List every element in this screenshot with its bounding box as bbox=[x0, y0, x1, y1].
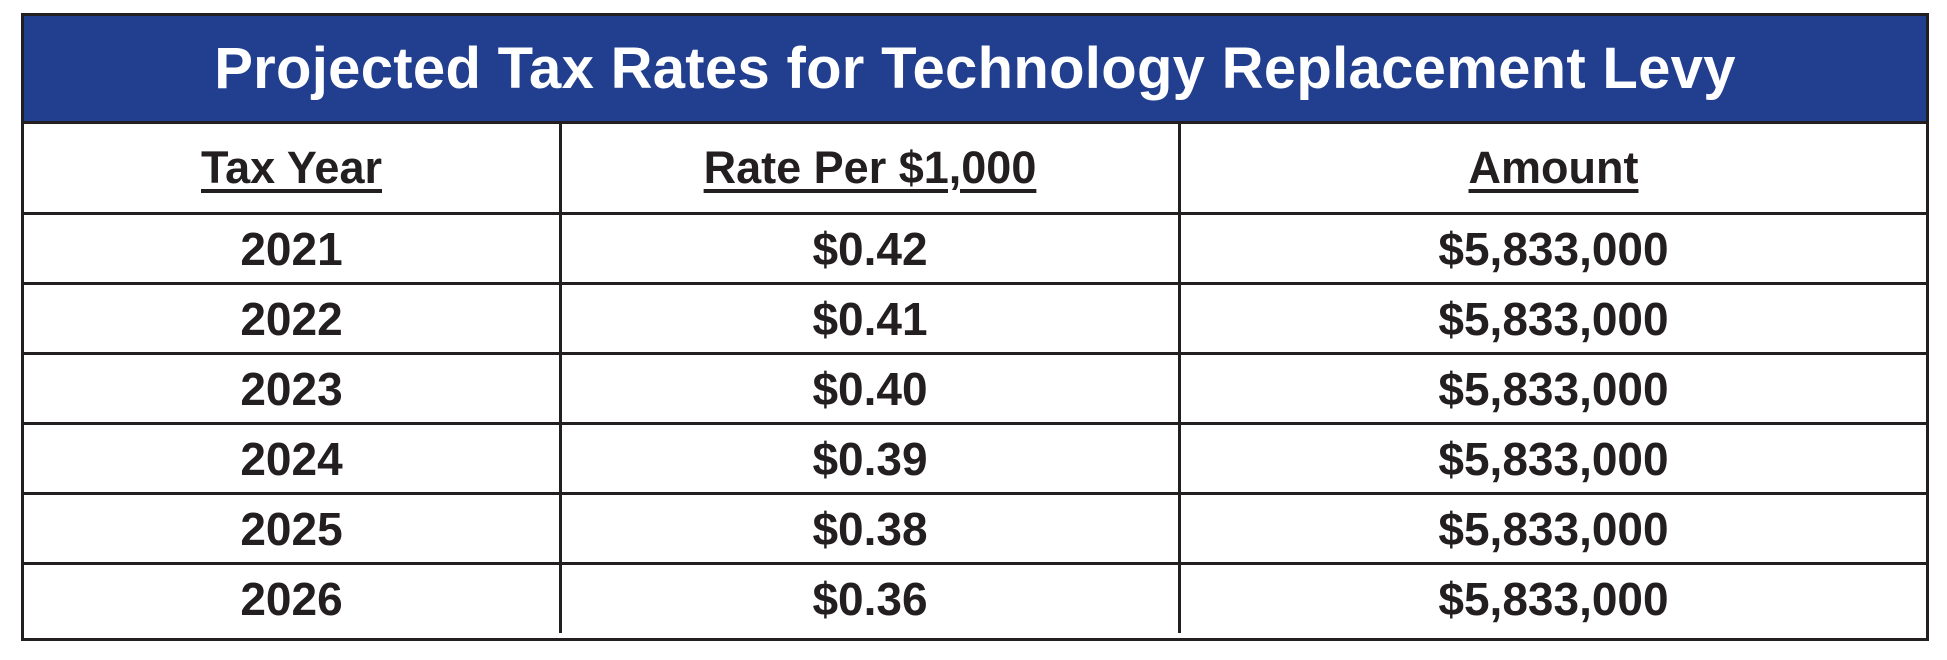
column-header-tax-year: Tax Year bbox=[24, 124, 562, 215]
rate-cell: $0.39 bbox=[562, 425, 1181, 495]
rate-cell: $0.36 bbox=[562, 565, 1181, 633]
rate-cell: $0.41 bbox=[562, 285, 1181, 355]
table-title: Projected Tax Rates for Technology Repla… bbox=[24, 16, 1926, 124]
tax-year-cell: 2022 bbox=[24, 285, 562, 355]
rate-cell: $0.42 bbox=[562, 215, 1181, 285]
column-header-amount: Amount bbox=[1181, 124, 1926, 215]
tax-year-cell: 2026 bbox=[24, 565, 562, 633]
rate-cell: $0.38 bbox=[562, 495, 1181, 565]
table-grid: Tax Year Rate Per $1,000 Amount 2021 $0.… bbox=[24, 124, 1926, 633]
amount-cell: $5,833,000 bbox=[1181, 285, 1926, 355]
amount-cell: $5,833,000 bbox=[1181, 495, 1926, 565]
tax-rates-table: Projected Tax Rates for Technology Repla… bbox=[21, 13, 1929, 641]
tax-year-cell: 2021 bbox=[24, 215, 562, 285]
amount-cell: $5,833,000 bbox=[1438, 573, 1669, 625]
tax-year-cell: 2024 bbox=[24, 425, 562, 495]
amount-cell: $5,833,000 bbox=[1181, 425, 1926, 495]
rate-cell: $0.40 bbox=[562, 355, 1181, 425]
tax-year-cell: 2023 bbox=[24, 355, 562, 425]
tax-year-cell: 2025 bbox=[24, 495, 562, 565]
column-header-rate-per-1000: Rate Per $1,000 bbox=[562, 124, 1181, 215]
amount-cell: $5,833,000 bbox=[1181, 355, 1926, 425]
amount-cell: $5,833,000 bbox=[1181, 215, 1926, 285]
